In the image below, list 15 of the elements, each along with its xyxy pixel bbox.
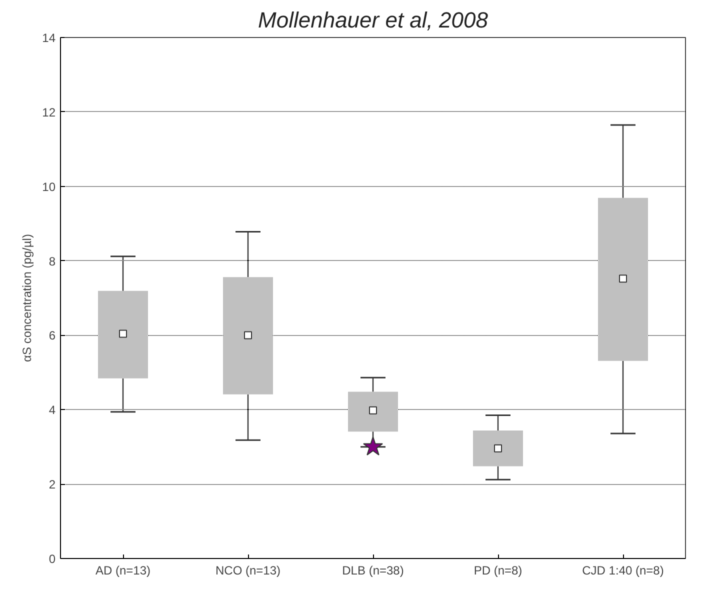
x-tick-label: PD (n=8)	[474, 564, 522, 578]
y-tick-label: 14	[42, 31, 56, 45]
y-tick-label: 8	[48, 254, 56, 268]
chart-title: Mollenhauer et al, 2008	[258, 8, 489, 32]
y-tick-label: 12	[42, 105, 56, 120]
x-tick-label: AD (n=13)	[95, 564, 151, 578]
y-tick-label: 10	[42, 180, 56, 194]
x-tick-label: NCO (n=13)	[215, 564, 281, 578]
y-tick-label: 0	[48, 552, 56, 566]
x-tick-label: CJD 1:40 (n=8)	[582, 564, 664, 578]
y-tick-label: 4	[48, 403, 56, 418]
y-axis-title: αS concentration (pg/µl)	[20, 234, 34, 362]
x-tick-label: DLB (n=38)	[342, 564, 404, 578]
y-tick-label: 6	[48, 328, 56, 343]
y-tick-label: 2	[48, 478, 56, 492]
